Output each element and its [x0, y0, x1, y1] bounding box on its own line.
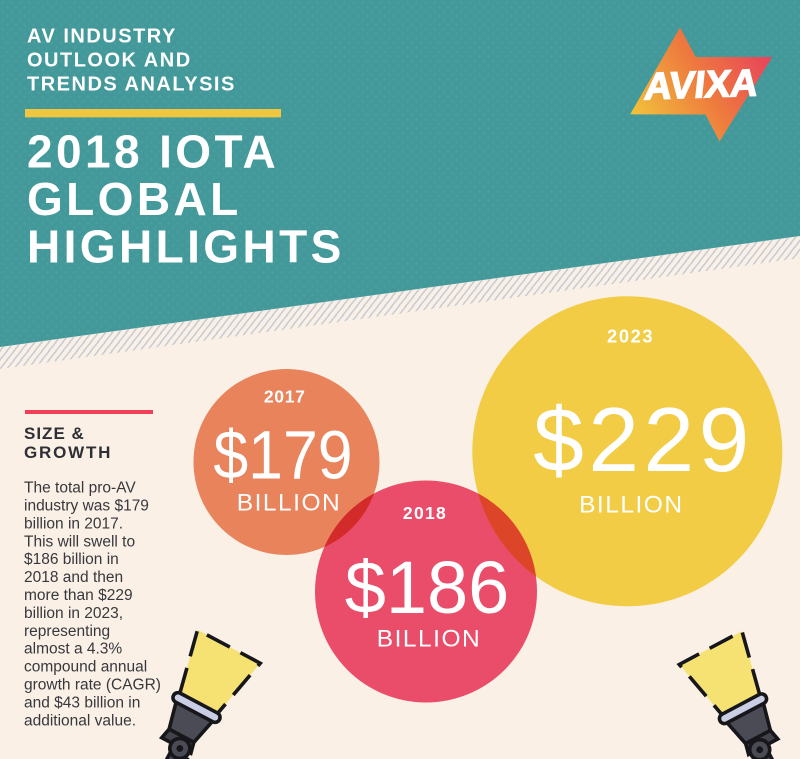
- svg-text:industry was $179: industry was $179: [24, 498, 149, 515]
- svg-text:AVIXA: AVIXA: [642, 62, 760, 109]
- svg-text:BILLION: BILLION: [579, 491, 683, 518]
- svg-text:BILLION: BILLION: [377, 626, 481, 653]
- svg-text:OUTLOOK AND: OUTLOOK AND: [27, 49, 192, 71]
- svg-text:representing: representing: [24, 623, 110, 640]
- svg-text:and $43 billion in: and $43 billion in: [24, 694, 140, 711]
- svg-text:$179: $179: [213, 417, 352, 493]
- svg-text:$186: $186: [345, 546, 510, 629]
- svg-text:billion in 2023,: billion in 2023,: [24, 605, 123, 622]
- svg-text:more than $229: more than $229: [24, 587, 133, 604]
- svg-text:$229: $229: [533, 390, 753, 491]
- svg-text:additional value.: additional value.: [24, 712, 136, 729]
- svg-text:2018: 2018: [403, 503, 447, 523]
- svg-text:HIGHLIGHTS: HIGHLIGHTS: [27, 221, 345, 273]
- svg-text:2023: 2023: [607, 326, 654, 347]
- svg-text:SIZE &: SIZE &: [24, 424, 85, 443]
- svg-text:GROWTH: GROWTH: [24, 443, 112, 462]
- svg-text:The total pro-AV: The total pro-AV: [24, 480, 136, 497]
- svg-text:2018 IOTA: 2018 IOTA: [27, 125, 279, 177]
- svg-text:2017: 2017: [264, 387, 306, 407]
- svg-text:compound annual: compound annual: [24, 659, 147, 676]
- svg-text:growth rate (CAGR): growth rate (CAGR): [24, 677, 161, 694]
- svg-text:billion in 2017.: billion in 2017.: [24, 515, 123, 532]
- svg-text:BILLION: BILLION: [237, 490, 341, 517]
- svg-text:almost a 4.3%: almost a 4.3%: [24, 641, 122, 658]
- svg-text:GLOBAL: GLOBAL: [27, 173, 242, 225]
- svg-text:2018 and then: 2018 and then: [24, 569, 123, 586]
- svg-text:AV INDUSTRY: AV INDUSTRY: [27, 25, 177, 47]
- svg-text:TRENDS ANALYSIS: TRENDS ANALYSIS: [27, 73, 236, 95]
- svg-text:This will swell to: This will swell to: [24, 533, 135, 550]
- svg-text:$186 billion in: $186 billion in: [24, 551, 119, 568]
